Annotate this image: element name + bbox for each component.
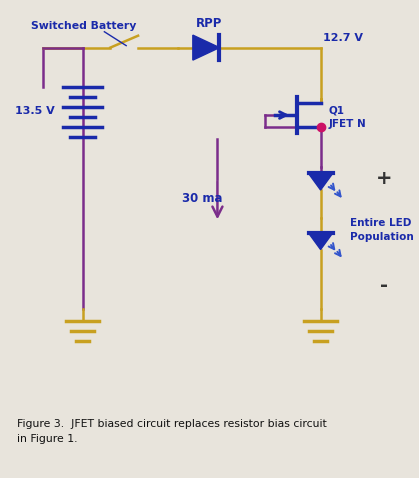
Text: 30 ma: 30 ma [182, 192, 222, 205]
Text: Figure 3.  JFET biased circuit replaces resistor bias circuit
in Figure 1.: Figure 3. JFET biased circuit replaces r… [17, 420, 326, 444]
Text: Entire LED
Population: Entire LED Population [350, 218, 414, 242]
Polygon shape [308, 174, 333, 190]
Text: -: - [380, 276, 388, 295]
Polygon shape [193, 35, 220, 60]
Text: Switched Battery: Switched Battery [31, 21, 136, 31]
Text: Q1
JFET N: Q1 JFET N [328, 105, 366, 129]
Polygon shape [308, 233, 333, 250]
Text: +: + [376, 169, 392, 188]
Text: 12.7 V: 12.7 V [323, 33, 362, 43]
Text: RPP: RPP [197, 17, 222, 30]
Text: 13.5 V: 13.5 V [15, 106, 55, 116]
